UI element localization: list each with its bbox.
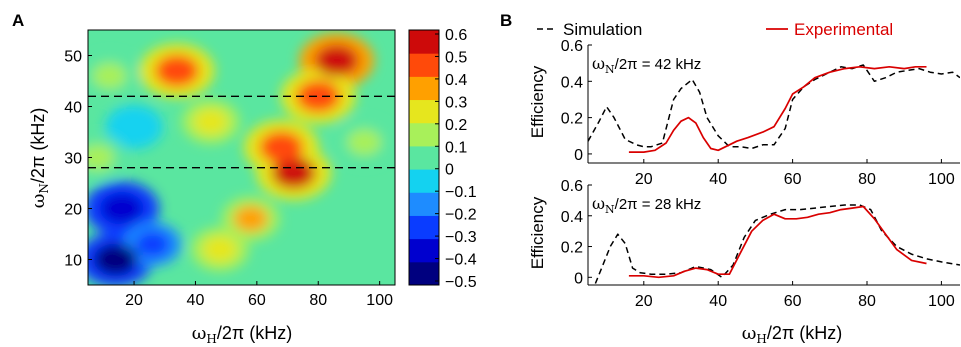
x-tick-label: 80 bbox=[858, 171, 876, 188]
colorbar-segment bbox=[409, 169, 439, 193]
heatmap-x-ticks: 20 40 60 80 100 bbox=[125, 281, 393, 309]
heatmap-feature bbox=[259, 131, 304, 164]
colorbar-tick-label: −0.1 bbox=[445, 184, 477, 201]
colorbar-tick-label: 0.1 bbox=[445, 139, 467, 156]
heatmap-feature bbox=[296, 80, 341, 113]
heatmap-feature bbox=[92, 62, 127, 89]
heatmap-panel: 20 40 60 80 100 10 20 30 40 50 ωH/2π (kHz) ωN/2π… bbox=[28, 27, 477, 346]
panel-b-label: B bbox=[500, 11, 512, 30]
line-chart-x-axis-label: ωH/2π (kHz) bbox=[742, 323, 843, 346]
colorbar: 0.6 0.5 0.4 0.3 0.2 0.1 0 −0.1 −0.2 −0.3 −0.4 −0.5 bbox=[408, 27, 477, 291]
cut-annotation: ωN/2π = 28 kHz bbox=[592, 194, 701, 216]
colorbar-segment bbox=[409, 122, 439, 147]
line-chart-bottom: 0 0.2 0.4 0.6 20 40 60 80 100 Efficiency ωN/2π = 2… bbox=[528, 178, 960, 310]
heatmap-y-axis-label: ωN/2π (kHz) bbox=[28, 108, 51, 209]
heatmap-feature bbox=[155, 54, 200, 87]
colorbar-segment bbox=[409, 261, 439, 286]
x-tick-label: 100 bbox=[928, 171, 955, 188]
x-tick-label: 20 bbox=[635, 171, 653, 188]
heatmap-y-tick-label: 50 bbox=[64, 49, 82, 66]
panel-a-label: A bbox=[12, 11, 24, 30]
series-line-simulation bbox=[588, 64, 960, 150]
y-tick-label: 0.6 bbox=[561, 38, 583, 55]
x-tick-label: 60 bbox=[784, 171, 802, 188]
cut-annotation: ωN/2π = 42 kHz bbox=[592, 54, 701, 76]
colorbar-segment bbox=[409, 215, 439, 240]
y-tick-label: 0 bbox=[574, 270, 583, 287]
colorbar-tick-label: 0.4 bbox=[445, 72, 467, 89]
colorbar-tick-label: −0.3 bbox=[445, 229, 477, 246]
heatmap-y-tick-label: 20 bbox=[64, 202, 82, 219]
legend-simulation-label: Simulation bbox=[563, 20, 642, 39]
series-group bbox=[594, 204, 960, 284]
x-tick-label: 60 bbox=[784, 293, 802, 310]
y-tick-label: 0 bbox=[574, 147, 583, 164]
y-axis-label: Efficiency bbox=[528, 196, 547, 269]
colorbar-segment bbox=[409, 192, 439, 216]
colorbar-segment bbox=[409, 145, 439, 170]
legend-experimental-label: Experimental bbox=[794, 20, 893, 39]
colorbar-tick-label: 0.3 bbox=[445, 94, 467, 111]
heatmap-field bbox=[88, 30, 395, 285]
heatmap-feature bbox=[203, 236, 238, 263]
heatmap-blobs bbox=[88, 33, 394, 285]
x-tick-label: 20 bbox=[635, 293, 653, 310]
colorbar-segment bbox=[409, 30, 439, 54]
y-axis-label: Efficiency bbox=[528, 65, 547, 138]
colorbar-frame bbox=[408, 29, 440, 286]
heatmap-x-tick-label: 60 bbox=[248, 292, 266, 309]
heatmap-feature bbox=[314, 44, 359, 77]
colorbar-segment bbox=[409, 238, 439, 263]
colorbar-tick-label: −0.5 bbox=[445, 274, 477, 291]
series-line-simulation bbox=[594, 204, 960, 284]
colorbar-tick-label: 0.6 bbox=[445, 27, 467, 44]
colorbar-segment bbox=[409, 53, 439, 77]
colorbar-tick-label: −0.4 bbox=[445, 252, 477, 269]
heatmap-feature bbox=[193, 108, 228, 135]
heatmap-feature bbox=[117, 113, 152, 140]
colorbar-segment bbox=[409, 76, 439, 101]
x-tick-label: 100 bbox=[928, 293, 955, 310]
series-group bbox=[588, 64, 960, 153]
colorbar-tick-label: −0.2 bbox=[445, 207, 477, 224]
series-line-experimental bbox=[628, 205, 927, 279]
heatmap-y-tick-label: 10 bbox=[64, 253, 82, 270]
y-tick-label: 0.6 bbox=[561, 178, 583, 195]
colorbar-segment bbox=[409, 99, 439, 124]
y-tick-label: 0.4 bbox=[561, 209, 583, 226]
heatmap-x-axis-label: ωH/2π (kHz) bbox=[192, 323, 293, 346]
heatmap-x-tick-label: 80 bbox=[309, 292, 327, 309]
legend: Simulation Experimental bbox=[537, 20, 893, 39]
heatmap-feature bbox=[271, 156, 316, 189]
colorbar-tick-label: 0.2 bbox=[445, 117, 467, 134]
x-tick-label: 40 bbox=[709, 293, 727, 310]
heatmap-feature bbox=[93, 243, 138, 276]
heatmap-feature bbox=[88, 144, 115, 171]
colorbar-tick-label: 0 bbox=[445, 162, 454, 179]
y-tick-label: 0.4 bbox=[561, 74, 583, 91]
line-chart-top: 0 0.2 0.4 0.6 20 40 60 80 100 Efficiency ωN/2π = 4… bbox=[528, 38, 960, 188]
heatmap-feature bbox=[233, 205, 268, 232]
y-tick-label: 0.2 bbox=[561, 111, 583, 128]
heatmap-feature bbox=[135, 231, 170, 258]
heatmap-x-tick-label: 100 bbox=[366, 292, 393, 309]
heatmap-y-tick-label: 40 bbox=[64, 100, 82, 117]
x-tick-label: 40 bbox=[709, 171, 727, 188]
heatmap-y-tick-label: 30 bbox=[64, 151, 82, 168]
heatmap-y-ticks: 10 20 30 40 50 bbox=[64, 49, 92, 270]
x-tick-label: 80 bbox=[858, 293, 876, 310]
y-tick-label: 0.2 bbox=[561, 240, 583, 257]
heatmap-x-tick-label: 40 bbox=[187, 292, 205, 309]
heatmap-x-tick-label: 20 bbox=[125, 292, 143, 309]
colorbar-tick-label: 0.5 bbox=[445, 49, 467, 66]
heatmap-feature bbox=[347, 129, 382, 156]
series-line-experimental bbox=[628, 65, 927, 153]
heatmap-feature bbox=[99, 192, 144, 225]
